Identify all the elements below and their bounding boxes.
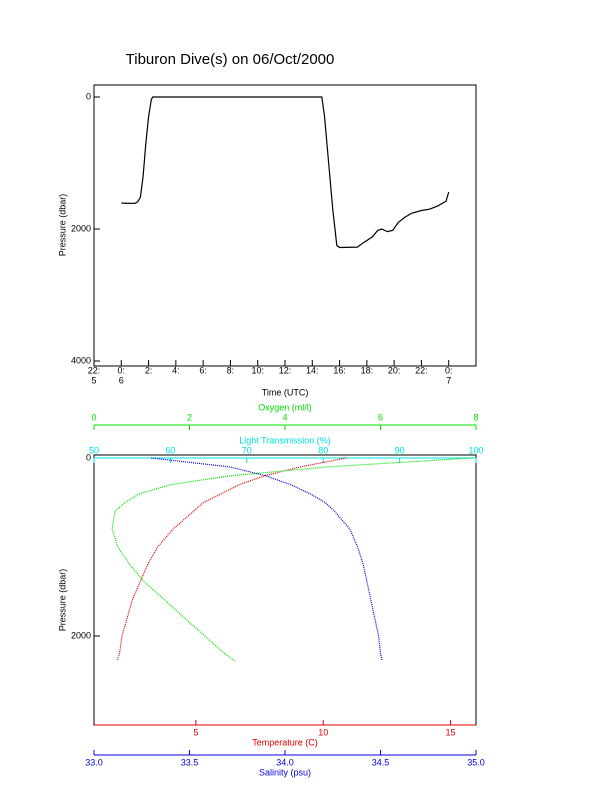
y-axis-title: Pressure (dbar)	[57, 569, 67, 632]
y-tick-label: 0	[86, 91, 91, 101]
x-tick-label: 60	[165, 445, 175, 455]
x-tick-label: 15	[446, 727, 456, 737]
x-tick-label: 90	[395, 445, 405, 455]
x-tick-label: 100	[468, 445, 483, 455]
x-tick-label: 6:	[199, 365, 207, 375]
x-tick-label: 5	[193, 727, 198, 737]
x-tick-label: 34.0	[276, 757, 294, 767]
x-tick-label: 12:	[279, 365, 292, 375]
x-tick-label: 34.5	[372, 757, 390, 767]
x-tick-label: 14:	[306, 365, 319, 375]
profile-line	[111, 457, 472, 662]
axis-title: Temperature (C)	[252, 737, 318, 747]
x-axis-title: Time (UTC)	[262, 387, 309, 397]
x-tick-label: 70	[242, 445, 252, 455]
axis-title: Light Transmission (%)	[239, 435, 331, 445]
x-tick-label: 22:	[415, 365, 428, 375]
x-tick-label: 22:	[88, 365, 101, 375]
x-tick-label: 50	[89, 445, 99, 455]
x-tick-label: 8	[473, 412, 478, 422]
chart-title: Tiburon Dive(s) on 06/Oct/2000	[126, 51, 335, 68]
y-tick-label: 4000	[71, 355, 91, 365]
plot-frame	[93, 84, 477, 367]
profile-line	[116, 457, 347, 662]
axis-title: Salinity (psu)	[259, 767, 311, 777]
x-tick-sublabel: 7	[446, 375, 451, 385]
axis-title: Oxygen (ml/l)	[258, 402, 312, 412]
plot-frame	[93, 454, 477, 726]
x-tick-sublabel: 6	[119, 375, 124, 385]
x-tick-label: 10	[318, 727, 328, 737]
y-tick-label: 2000	[71, 223, 91, 233]
pressure-line	[121, 96, 450, 249]
x-tick-label: 35.0	[467, 757, 485, 767]
x-tick-label: 80	[318, 445, 328, 455]
x-tick-label: 18:	[361, 365, 374, 375]
x-tick-label: 16:	[333, 365, 346, 375]
y-axis-title: Pressure (dbar)	[57, 194, 67, 257]
x-tick-label: 0:	[118, 365, 126, 375]
x-tick-label: 33.5	[181, 757, 199, 767]
profile-line	[151, 457, 383, 662]
y-tick-label: 0	[86, 452, 91, 462]
x-tick-label: 0:	[445, 365, 453, 375]
x-tick-label: 33.0	[85, 757, 103, 767]
x-tick-label: 2:	[145, 365, 153, 375]
x-tick-label: 0	[91, 412, 96, 422]
x-tick-label: 4	[282, 412, 287, 422]
x-tick-label: 8:	[227, 365, 235, 375]
x-tick-label: 20:	[388, 365, 401, 375]
x-tick-sublabel: 5	[91, 375, 96, 385]
y-tick-label: 2000	[71, 630, 91, 640]
x-tick-label: 6	[378, 412, 383, 422]
x-tick-label: 2	[187, 412, 192, 422]
x-tick-label: 10:	[251, 365, 264, 375]
x-tick-label: 4:	[172, 365, 180, 375]
